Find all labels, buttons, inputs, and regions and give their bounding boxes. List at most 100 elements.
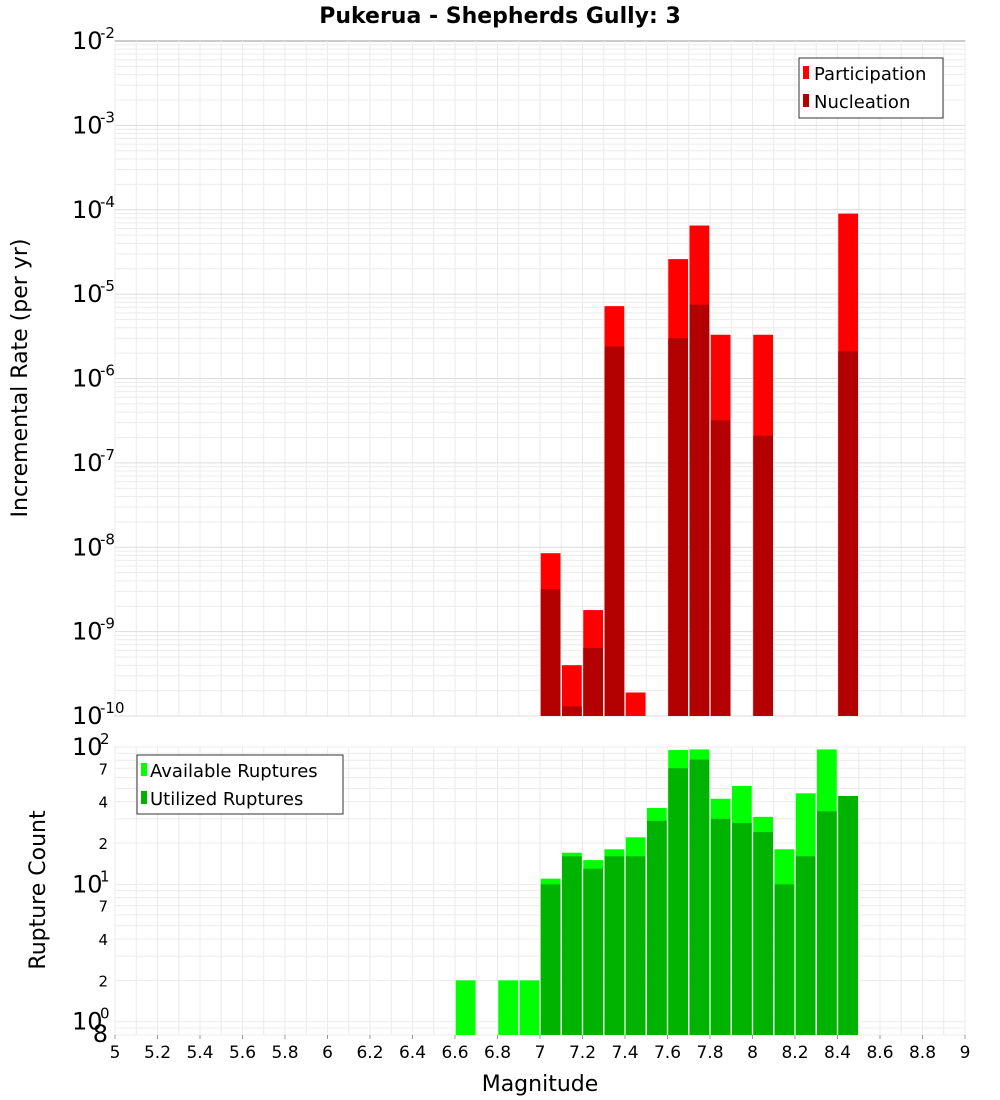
count-y-axis-label: Rupture Count bbox=[26, 810, 51, 970]
rate-nucleation-bar bbox=[562, 706, 582, 716]
legend-swatch-utilized bbox=[141, 791, 147, 804]
rate-y-tick-label: 10 bbox=[72, 27, 103, 55]
count-available-ruptures-bar bbox=[498, 980, 518, 1035]
count-utilized-ruptures-bar bbox=[668, 768, 688, 1035]
count-y-minor-tick-label: 4 bbox=[98, 794, 108, 812]
rate-y-tick-exponent: -5 bbox=[100, 277, 115, 295]
rate-y-tick-label: 10 bbox=[72, 280, 103, 308]
rate-y-tick-exponent: -9 bbox=[100, 615, 115, 633]
x-tick-label: 8.8 bbox=[909, 1043, 936, 1063]
legend-swatch-available bbox=[141, 763, 147, 776]
count-utilized-ruptures-bar bbox=[625, 856, 646, 1035]
count-utilized-ruptures-bar bbox=[732, 822, 752, 1035]
x-tick-labels: 5 5.2 5.4 5.6 5.8 6 6.2 6.4 6.6 6.8 7 7.2 7.4 7.6 7.8 8… bbox=[110, 1035, 971, 1063]
rate-nucleation-bar bbox=[583, 647, 603, 716]
rate-legend-box bbox=[798, 57, 944, 119]
count-utilized-ruptures-bar bbox=[838, 795, 858, 1035]
legend-label-utilized: Utilized Ruptures bbox=[150, 789, 303, 810]
count-legend: Available Ruptures Utilized Ruptures bbox=[136, 754, 344, 815]
x-tick-label: 7.8 bbox=[696, 1043, 723, 1063]
x-tick-label: 5.2 bbox=[144, 1043, 171, 1063]
count-legend-box bbox=[136, 754, 344, 815]
x-tick-label: 5.6 bbox=[229, 1043, 256, 1063]
rate-y-tick-exponent: -2 bbox=[100, 24, 115, 42]
rate-legend: Participation Nucleation bbox=[798, 57, 944, 119]
count-utilized-ruptures-bar bbox=[753, 832, 773, 1035]
count-y-minor-tick-label: 7 bbox=[98, 760, 108, 778]
rate-y-axis-label: Incremental Rate (per yr) bbox=[8, 239, 33, 518]
count-y-minor-tick-label: 2 bbox=[98, 835, 108, 853]
count-utilized-ruptures-bar bbox=[710, 818, 731, 1035]
rate-y-tick-exponent: -6 bbox=[100, 362, 115, 380]
count-y-minor-tick-label: 2 bbox=[98, 972, 108, 990]
rate-nucleation-bar bbox=[668, 338, 688, 716]
count-utilized-ruptures-bar bbox=[817, 811, 837, 1035]
count-utilized-ruptures-bar bbox=[795, 856, 816, 1035]
count-y-minor-tick-label: 4 bbox=[98, 931, 108, 949]
rate-y-tick-exponent: -3 bbox=[100, 108, 115, 126]
x-tick-label: 6.8 bbox=[484, 1043, 511, 1063]
x-axis-label: Magnitude bbox=[482, 1072, 599, 1097]
rate-y-tick-label: 10 bbox=[72, 365, 103, 393]
x-tick-label: 8.4 bbox=[824, 1043, 851, 1063]
legend-swatch-nucleation bbox=[803, 94, 809, 107]
count-y-tick-exponent: 0 bbox=[100, 1005, 110, 1023]
rate-participation-bar bbox=[625, 692, 646, 716]
count-y-tick-label: 10 bbox=[72, 1008, 103, 1036]
rate-y-tick-label: 10 bbox=[72, 449, 103, 477]
x-tick-label: 5.4 bbox=[186, 1043, 213, 1063]
rate-y-tick-exponent: -8 bbox=[100, 530, 115, 548]
rate-y-tick-exponent: -7 bbox=[100, 446, 115, 464]
count-utilized-ruptures-bar bbox=[540, 884, 561, 1035]
rate-nucleation-bar bbox=[710, 420, 731, 716]
x-tick-label: 6 bbox=[322, 1043, 333, 1063]
rate-y-tick-label: 10 bbox=[72, 618, 103, 646]
rate-nucleation-bar bbox=[838, 351, 858, 716]
count-y-minor-tick-label: 8 bbox=[93, 1020, 108, 1048]
count-y-minor-tick-label: 7 bbox=[98, 898, 108, 916]
x-tick-label: 7 bbox=[535, 1043, 546, 1063]
count-available-ruptures-bar bbox=[455, 980, 476, 1035]
count-utilized-ruptures-bar bbox=[774, 884, 795, 1035]
count-utilized-ruptures-bar bbox=[562, 856, 582, 1035]
x-tick-label: 8.2 bbox=[781, 1043, 808, 1063]
x-tick-label: 5.8 bbox=[271, 1043, 298, 1063]
x-tick-label: 7.2 bbox=[569, 1043, 596, 1063]
count-y-tick-label: 10 bbox=[72, 870, 103, 898]
rate-nucleation-bar bbox=[540, 589, 561, 716]
count-y-tick-exponent: 2 bbox=[100, 730, 110, 748]
rate-y-tick-label: 10 bbox=[72, 196, 103, 224]
rate-nucleation-bar bbox=[689, 304, 710, 716]
rate-y-tick-label: 10 bbox=[72, 533, 103, 561]
rate-bars bbox=[540, 213, 858, 717]
count-utilized-ruptures-bar bbox=[604, 856, 625, 1035]
x-tick-label: 7.4 bbox=[611, 1043, 638, 1063]
count-utilized-ruptures-bar bbox=[689, 759, 710, 1035]
legend-label-nucleation: Nucleation bbox=[814, 92, 910, 113]
rate-nucleation-bar bbox=[604, 346, 625, 716]
count-utilized-ruptures-bar bbox=[647, 820, 667, 1035]
chart-title: Pukerua - Shepherds Gully: 3 bbox=[319, 4, 681, 29]
count-y-tick-exponent: 1 bbox=[100, 867, 110, 885]
x-tick-label: 8.6 bbox=[866, 1043, 893, 1063]
x-tick-label: 7.6 bbox=[654, 1043, 681, 1063]
rate-participation-bar bbox=[562, 665, 582, 716]
legend-swatch-participation bbox=[803, 66, 809, 79]
rate-y-tick-exponent: -10 bbox=[100, 699, 125, 717]
count-available-ruptures-bar bbox=[519, 980, 540, 1035]
count-y-tick-label: 10 bbox=[72, 733, 103, 761]
x-tick-label: 5 bbox=[110, 1043, 121, 1063]
rate-y-tick-label: 10 bbox=[72, 111, 103, 139]
rate-nucleation-bar bbox=[753, 435, 773, 716]
legend-label-participation: Participation bbox=[814, 64, 926, 85]
x-tick-label: 8 bbox=[747, 1043, 758, 1063]
x-tick-label: 9 bbox=[960, 1043, 971, 1063]
count-utilized-ruptures-bar bbox=[583, 868, 603, 1035]
x-tick-label: 6.6 bbox=[441, 1043, 468, 1063]
x-tick-label: 6.4 bbox=[399, 1043, 426, 1063]
legend-label-available: Available Ruptures bbox=[150, 761, 318, 782]
count-bars bbox=[455, 749, 858, 1035]
